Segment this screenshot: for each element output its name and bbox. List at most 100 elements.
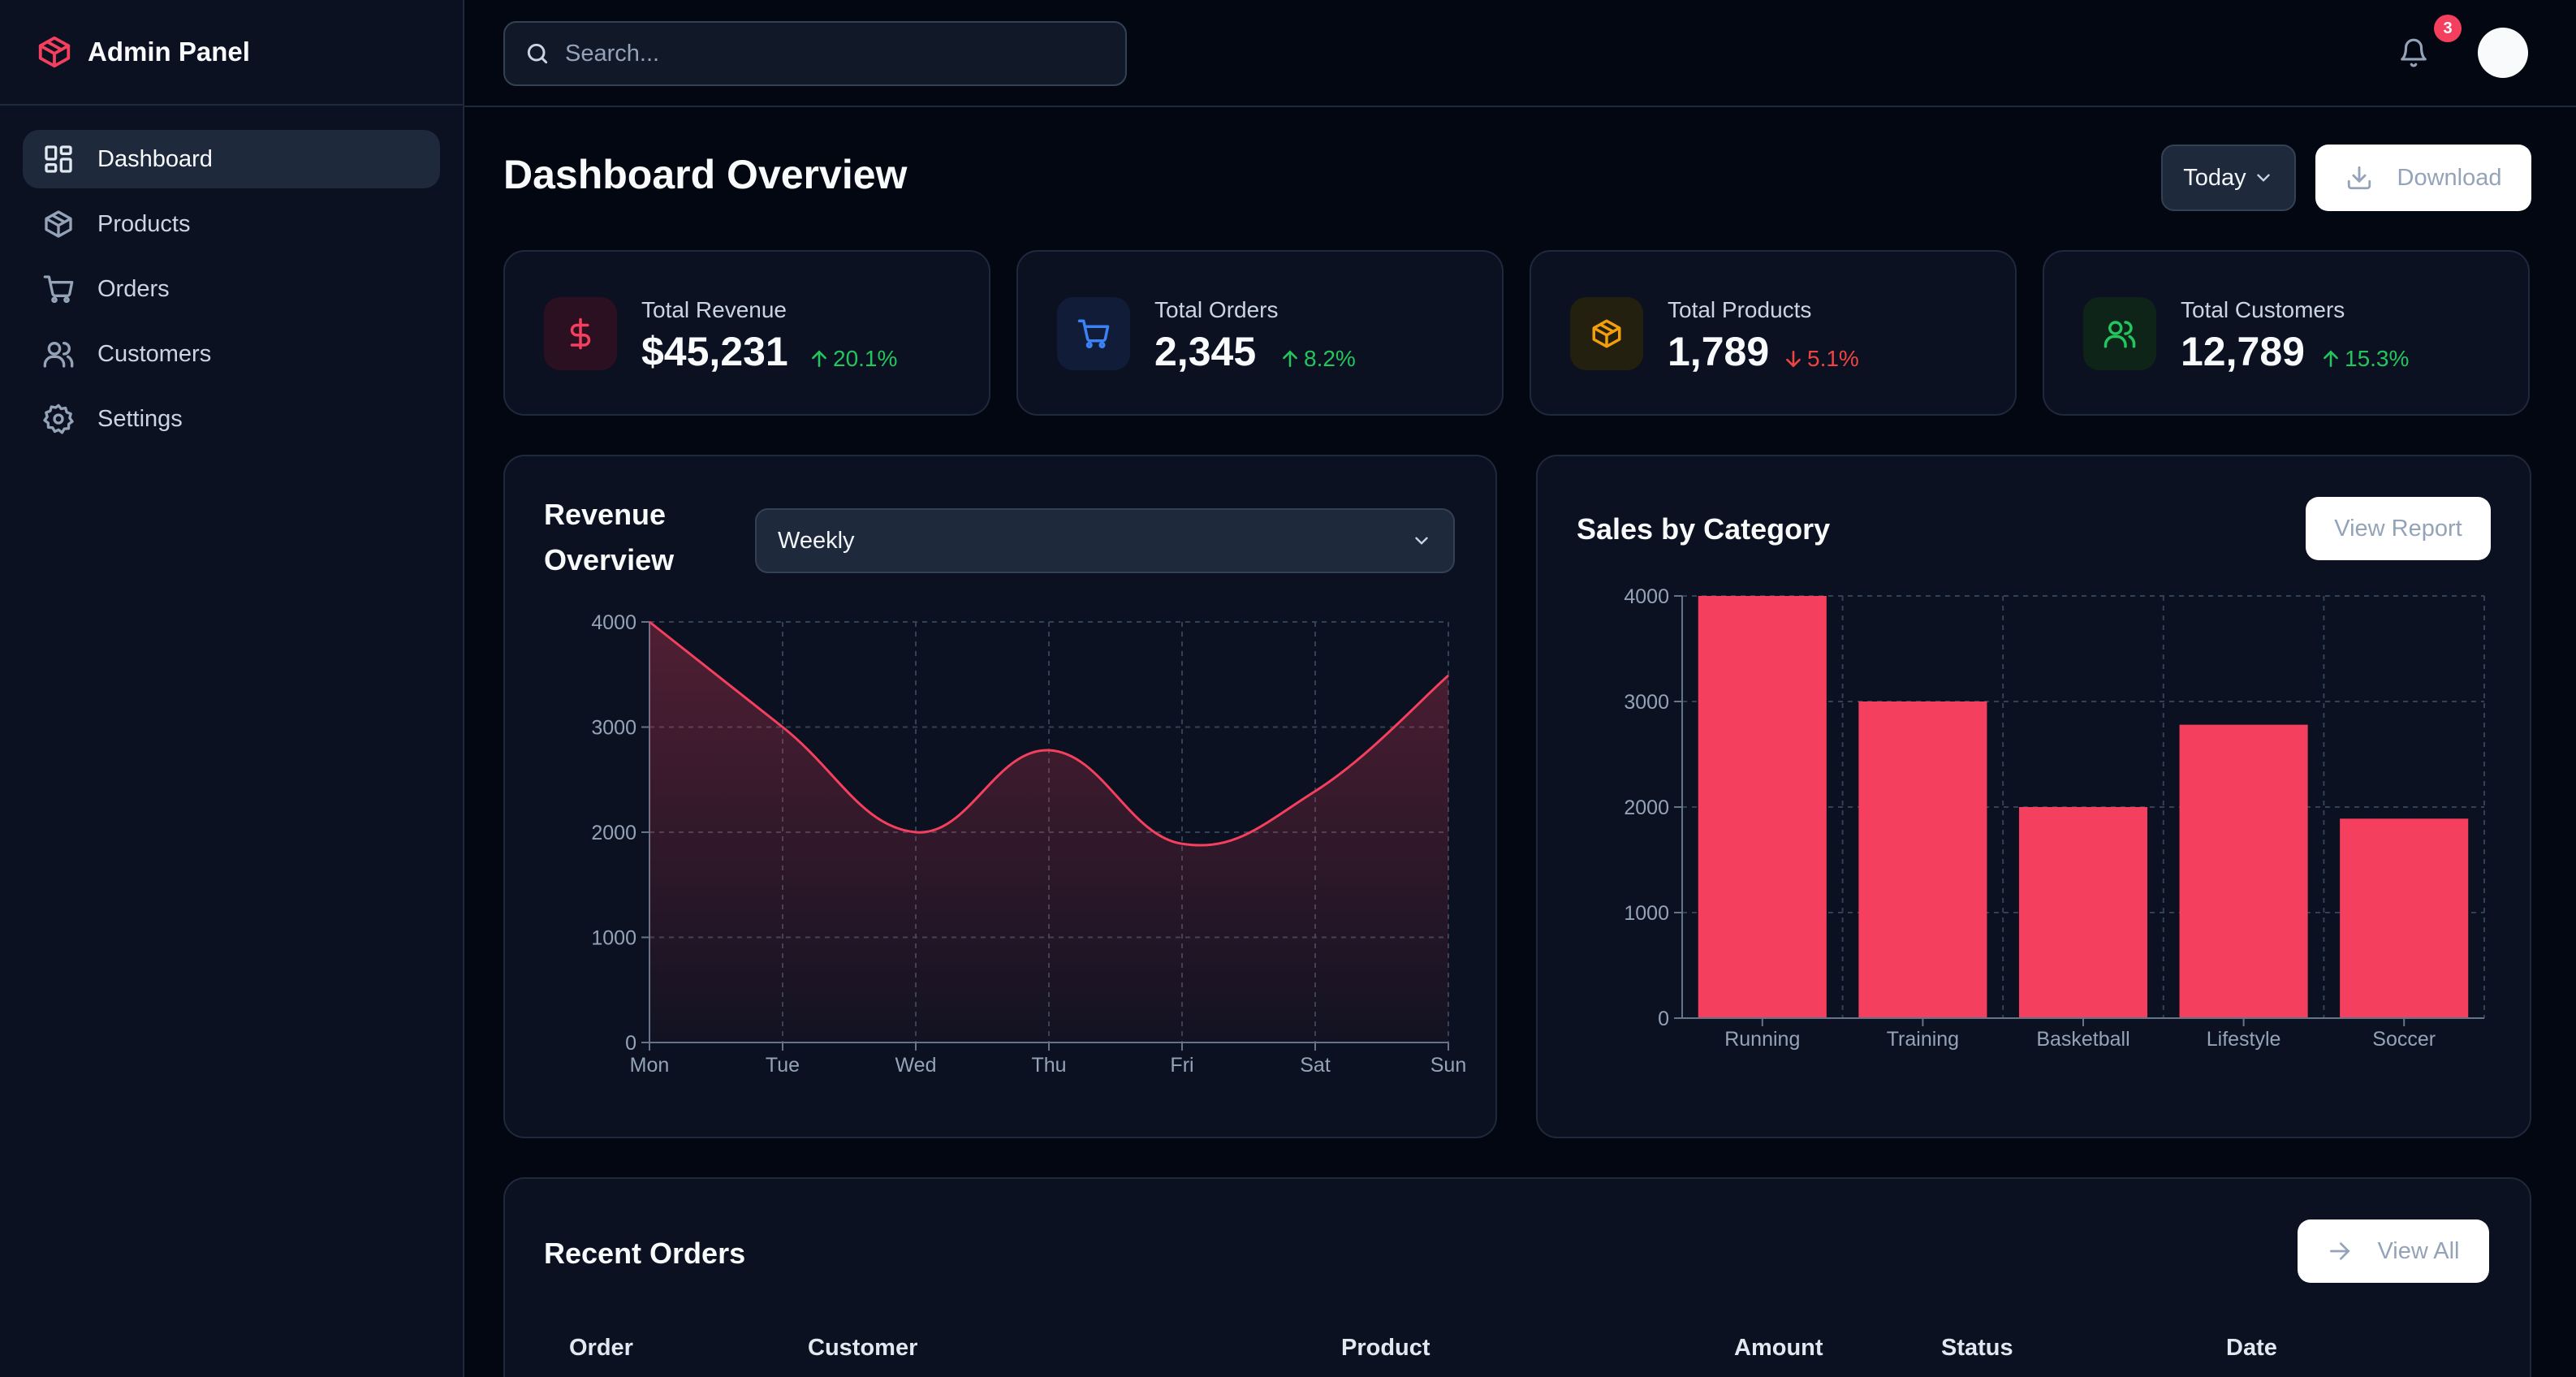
arrow-right-icon bbox=[2330, 1242, 2351, 1260]
arrow-down-icon bbox=[1786, 351, 1801, 368]
stat-value: 1,789 bbox=[1668, 329, 1770, 374]
arrow-up-icon bbox=[2324, 350, 2338, 367]
stat-change: 15.3% bbox=[2320, 346, 2409, 372]
sidebar-nav: Dashboard Products Orders Customers bbox=[0, 106, 463, 479]
column-header-product[interactable]: Product bbox=[1341, 1335, 1430, 1361]
stat-change-value: 15.3% bbox=[2345, 346, 2410, 371]
revenue-overview-card: Revenue Overview Weekly 0 1000 2000 3000 400… bbox=[503, 455, 1497, 1138]
bar-soccer bbox=[2340, 818, 2469, 1018]
y-tick-label: 3000 bbox=[1624, 691, 1669, 714]
sidebar-item-orders[interactable]: Orders bbox=[23, 260, 440, 318]
revenue-chart: 0 1000 2000 3000 4000 Mon Tue Wed Thu Fri Sat Sun bbox=[591, 611, 1466, 1077]
revenue-title-line2: Overview bbox=[544, 543, 675, 576]
sidebar-item-products[interactable]: Products bbox=[23, 195, 440, 253]
search-box[interactable] bbox=[503, 21, 1127, 86]
column-header-status[interactable]: Status bbox=[1941, 1335, 2013, 1361]
stat-icon-box bbox=[2083, 297, 2156, 370]
stat-change-value: 5.1% bbox=[1807, 346, 1859, 371]
y-tick-label: 0 bbox=[1658, 1008, 1669, 1030]
stat-card-revenue: Total Revenue $45,231 20.1% bbox=[503, 250, 990, 416]
sales-category-card: Sales by Category View Report 0 1000 2000 3… bbox=[1536, 455, 2531, 1138]
bell-icon[interactable] bbox=[2398, 37, 2429, 68]
y-tick-label: 1000 bbox=[591, 927, 636, 950]
search-icon bbox=[527, 43, 548, 64]
column-header-customer[interactable]: Customer bbox=[808, 1335, 918, 1361]
x-tick-label: Sat bbox=[1300, 1054, 1331, 1077]
stat-change-value: 20.1% bbox=[833, 346, 898, 371]
stat-icon-box bbox=[1057, 297, 1130, 370]
y-tick-label: 2000 bbox=[1624, 796, 1669, 819]
column-header-amount[interactable]: Amount bbox=[1734, 1335, 1823, 1361]
recent-orders-card: Recent Orders View All bbox=[503, 1177, 2531, 1377]
sidebar-item-label: Orders bbox=[97, 275, 170, 302]
app-title: Admin Panel bbox=[88, 37, 250, 67]
period-select-value: Today bbox=[2183, 164, 2246, 191]
sales-chart: 0 1000 2000 3000 4000 Running Training Basketba… bbox=[1624, 585, 2485, 1051]
sidebar: Admin Panel Dashboard Products Orders Cu… bbox=[0, 0, 464, 1377]
y-tick-label: 0 bbox=[625, 1032, 636, 1055]
user-avatar[interactable] bbox=[2478, 28, 2528, 78]
view-report-label: View Report bbox=[2334, 515, 2462, 542]
chevron-down-icon bbox=[2256, 174, 2270, 182]
revenue-period-select[interactable]: Weekly bbox=[755, 508, 1455, 573]
column-header-order[interactable]: Order bbox=[569, 1335, 633, 1361]
bar-basketball bbox=[2018, 807, 2148, 1018]
stat-change: 20.1% bbox=[809, 346, 897, 372]
y-tick-label: 4000 bbox=[591, 611, 636, 634]
gear-icon bbox=[43, 404, 74, 434]
x-tick-label: Running bbox=[1724, 1028, 1800, 1051]
x-tick-label: Fri bbox=[1170, 1054, 1193, 1077]
y-tick-label: 3000 bbox=[591, 717, 636, 740]
x-tick-label: Sun bbox=[1430, 1054, 1466, 1077]
view-all-label: View All bbox=[2377, 1237, 2460, 1264]
period-select[interactable]: Today bbox=[2161, 145, 2296, 211]
sidebar-item-label: Settings bbox=[97, 405, 183, 432]
stat-card-customers: Total Customers 12,789 15.3% bbox=[2043, 250, 2530, 416]
brand: Admin Panel bbox=[0, 0, 463, 106]
sidebar-item-settings[interactable]: Settings bbox=[23, 390, 440, 448]
y-tick-label: 4000 bbox=[1624, 585, 1669, 608]
dashboard-icon bbox=[45, 145, 72, 173]
revenue-line bbox=[649, 620, 1449, 847]
revenue-title-line1: Revenue bbox=[544, 498, 667, 531]
recent-orders-title: Recent Orders bbox=[544, 1237, 746, 1270]
y-tick-label: 1000 bbox=[1624, 902, 1669, 925]
stat-card-orders: Total Orders 2,345 8.2% bbox=[1016, 250, 1504, 416]
sidebar-item-customers[interactable]: Customers bbox=[23, 325, 440, 383]
revenue-area bbox=[649, 622, 1448, 1042]
view-report-button[interactable]: View Report bbox=[2306, 497, 2491, 560]
stat-value: $45,231 bbox=[641, 329, 788, 374]
view-all-button[interactable]: View All bbox=[2298, 1219, 2489, 1283]
dollar-icon bbox=[570, 317, 591, 350]
revenue-period-value: Weekly bbox=[778, 527, 855, 554]
stat-value: 2,345 bbox=[1154, 329, 1257, 374]
x-tick-label: Mon bbox=[630, 1054, 670, 1077]
download-button-label: Download bbox=[2397, 164, 2502, 191]
sidebar-item-dashboard[interactable]: Dashboard bbox=[23, 130, 440, 188]
y-tick-label: 2000 bbox=[591, 822, 636, 844]
search-input[interactable] bbox=[565, 40, 1117, 67]
stat-label: Total Customers bbox=[2181, 297, 2345, 322]
users-icon bbox=[2104, 321, 2136, 348]
x-tick-label: Wed bbox=[895, 1054, 937, 1077]
x-tick-label: Thu bbox=[1031, 1054, 1066, 1077]
x-tick-label: Basketball bbox=[2036, 1028, 2129, 1051]
arrow-up-icon bbox=[1283, 350, 1297, 367]
package-icon bbox=[1592, 319, 1621, 348]
bar-training bbox=[1858, 701, 1987, 1018]
chevron-down-icon bbox=[1415, 537, 1428, 545]
stat-change-value: 8.2% bbox=[1304, 346, 1356, 371]
cart-icon bbox=[43, 275, 74, 304]
stat-label: Total Orders bbox=[1154, 297, 1279, 322]
users-icon bbox=[43, 342, 74, 368]
notification-badge: 3 bbox=[2434, 15, 2462, 42]
download-button[interactable]: Download bbox=[2315, 145, 2531, 211]
column-header-date[interactable]: Date bbox=[2226, 1335, 2277, 1361]
package-logo-icon bbox=[38, 36, 71, 68]
top-header: 3 bbox=[464, 0, 2576, 107]
sidebar-item-label: Dashboard bbox=[97, 145, 213, 172]
stat-icon-box bbox=[544, 297, 617, 370]
stat-icon-box bbox=[1570, 297, 1643, 370]
bar-lifestyle bbox=[2179, 724, 2308, 1018]
sidebar-item-label: Customers bbox=[97, 340, 212, 367]
